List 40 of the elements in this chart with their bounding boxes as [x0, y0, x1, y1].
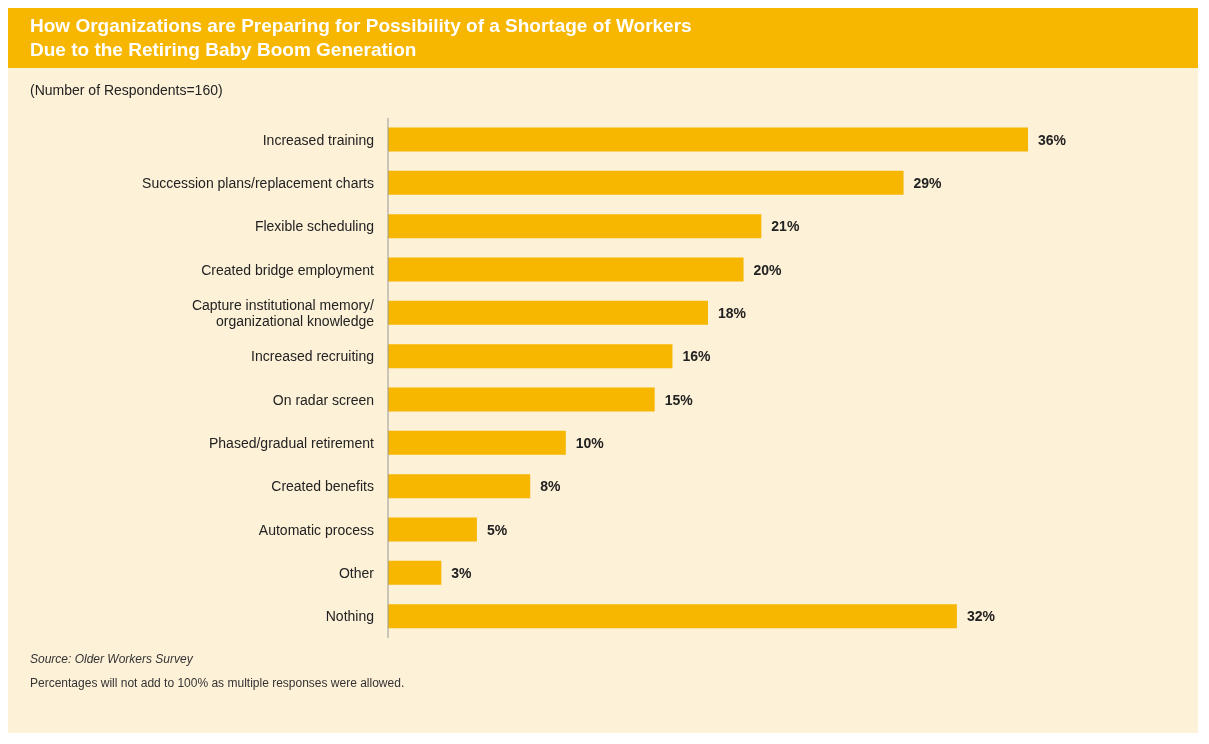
y-tick-label: Capture institutional memory/ organizational knowledge [191, 297, 375, 329]
bar [388, 300, 708, 325]
text: Percentages will not add to 100% as multiple responses were allowed. [30, 676, 406, 690]
y-tick-label: Phased/gradual retirement [209, 435, 375, 451]
y-tick-label: Increased training [262, 131, 374, 148]
y-tick-label: Flexible scheduling [254, 218, 374, 235]
data-label: 20% [753, 261, 783, 278]
data-label: 5% [486, 521, 508, 538]
y-tick-label: Other [338, 565, 375, 581]
data-label: 10% [575, 434, 605, 451]
bar [388, 170, 904, 195]
data-label: 3% [451, 564, 473, 581]
bar [388, 604, 957, 629]
data-label: 18% [718, 304, 747, 321]
chart-title: How Organizations are Preparing for Possibility of a Shortage of Workers Due to the Retiring Baby Boom Generation [30, 14, 693, 62]
text: (Number of Respondents=160) [29, 81, 224, 100]
bar [388, 517, 477, 542]
bar [388, 387, 655, 412]
data-label: 36% [1038, 131, 1067, 148]
y-tick-label: Succession plans/replacement charts [142, 175, 374, 191]
data-label: 21% [771, 218, 800, 235]
bar [388, 127, 1028, 152]
y-tick-label: On radar screen [272, 391, 374, 408]
bar [388, 430, 566, 455]
bar [388, 257, 744, 282]
data-label: 15% [664, 391, 694, 408]
data-label: 8% [540, 478, 562, 495]
bar [388, 474, 531, 499]
source-note: Source: Older Workers Survey [30, 652, 194, 666]
y-tick-label: Nothing [325, 608, 374, 625]
y-tick-label: Automatic process [258, 521, 374, 538]
y-tick-label: Created benefits [271, 478, 374, 495]
data-label: 29% [913, 174, 943, 191]
data-label: 32% [966, 608, 996, 625]
bar [388, 214, 762, 239]
data-label: 16% [682, 348, 712, 365]
bar [388, 560, 442, 585]
y-tick-label: Created bridge employment [201, 261, 375, 278]
y-tick-label: Increased recruiting [251, 348, 374, 365]
bar [388, 344, 673, 369]
